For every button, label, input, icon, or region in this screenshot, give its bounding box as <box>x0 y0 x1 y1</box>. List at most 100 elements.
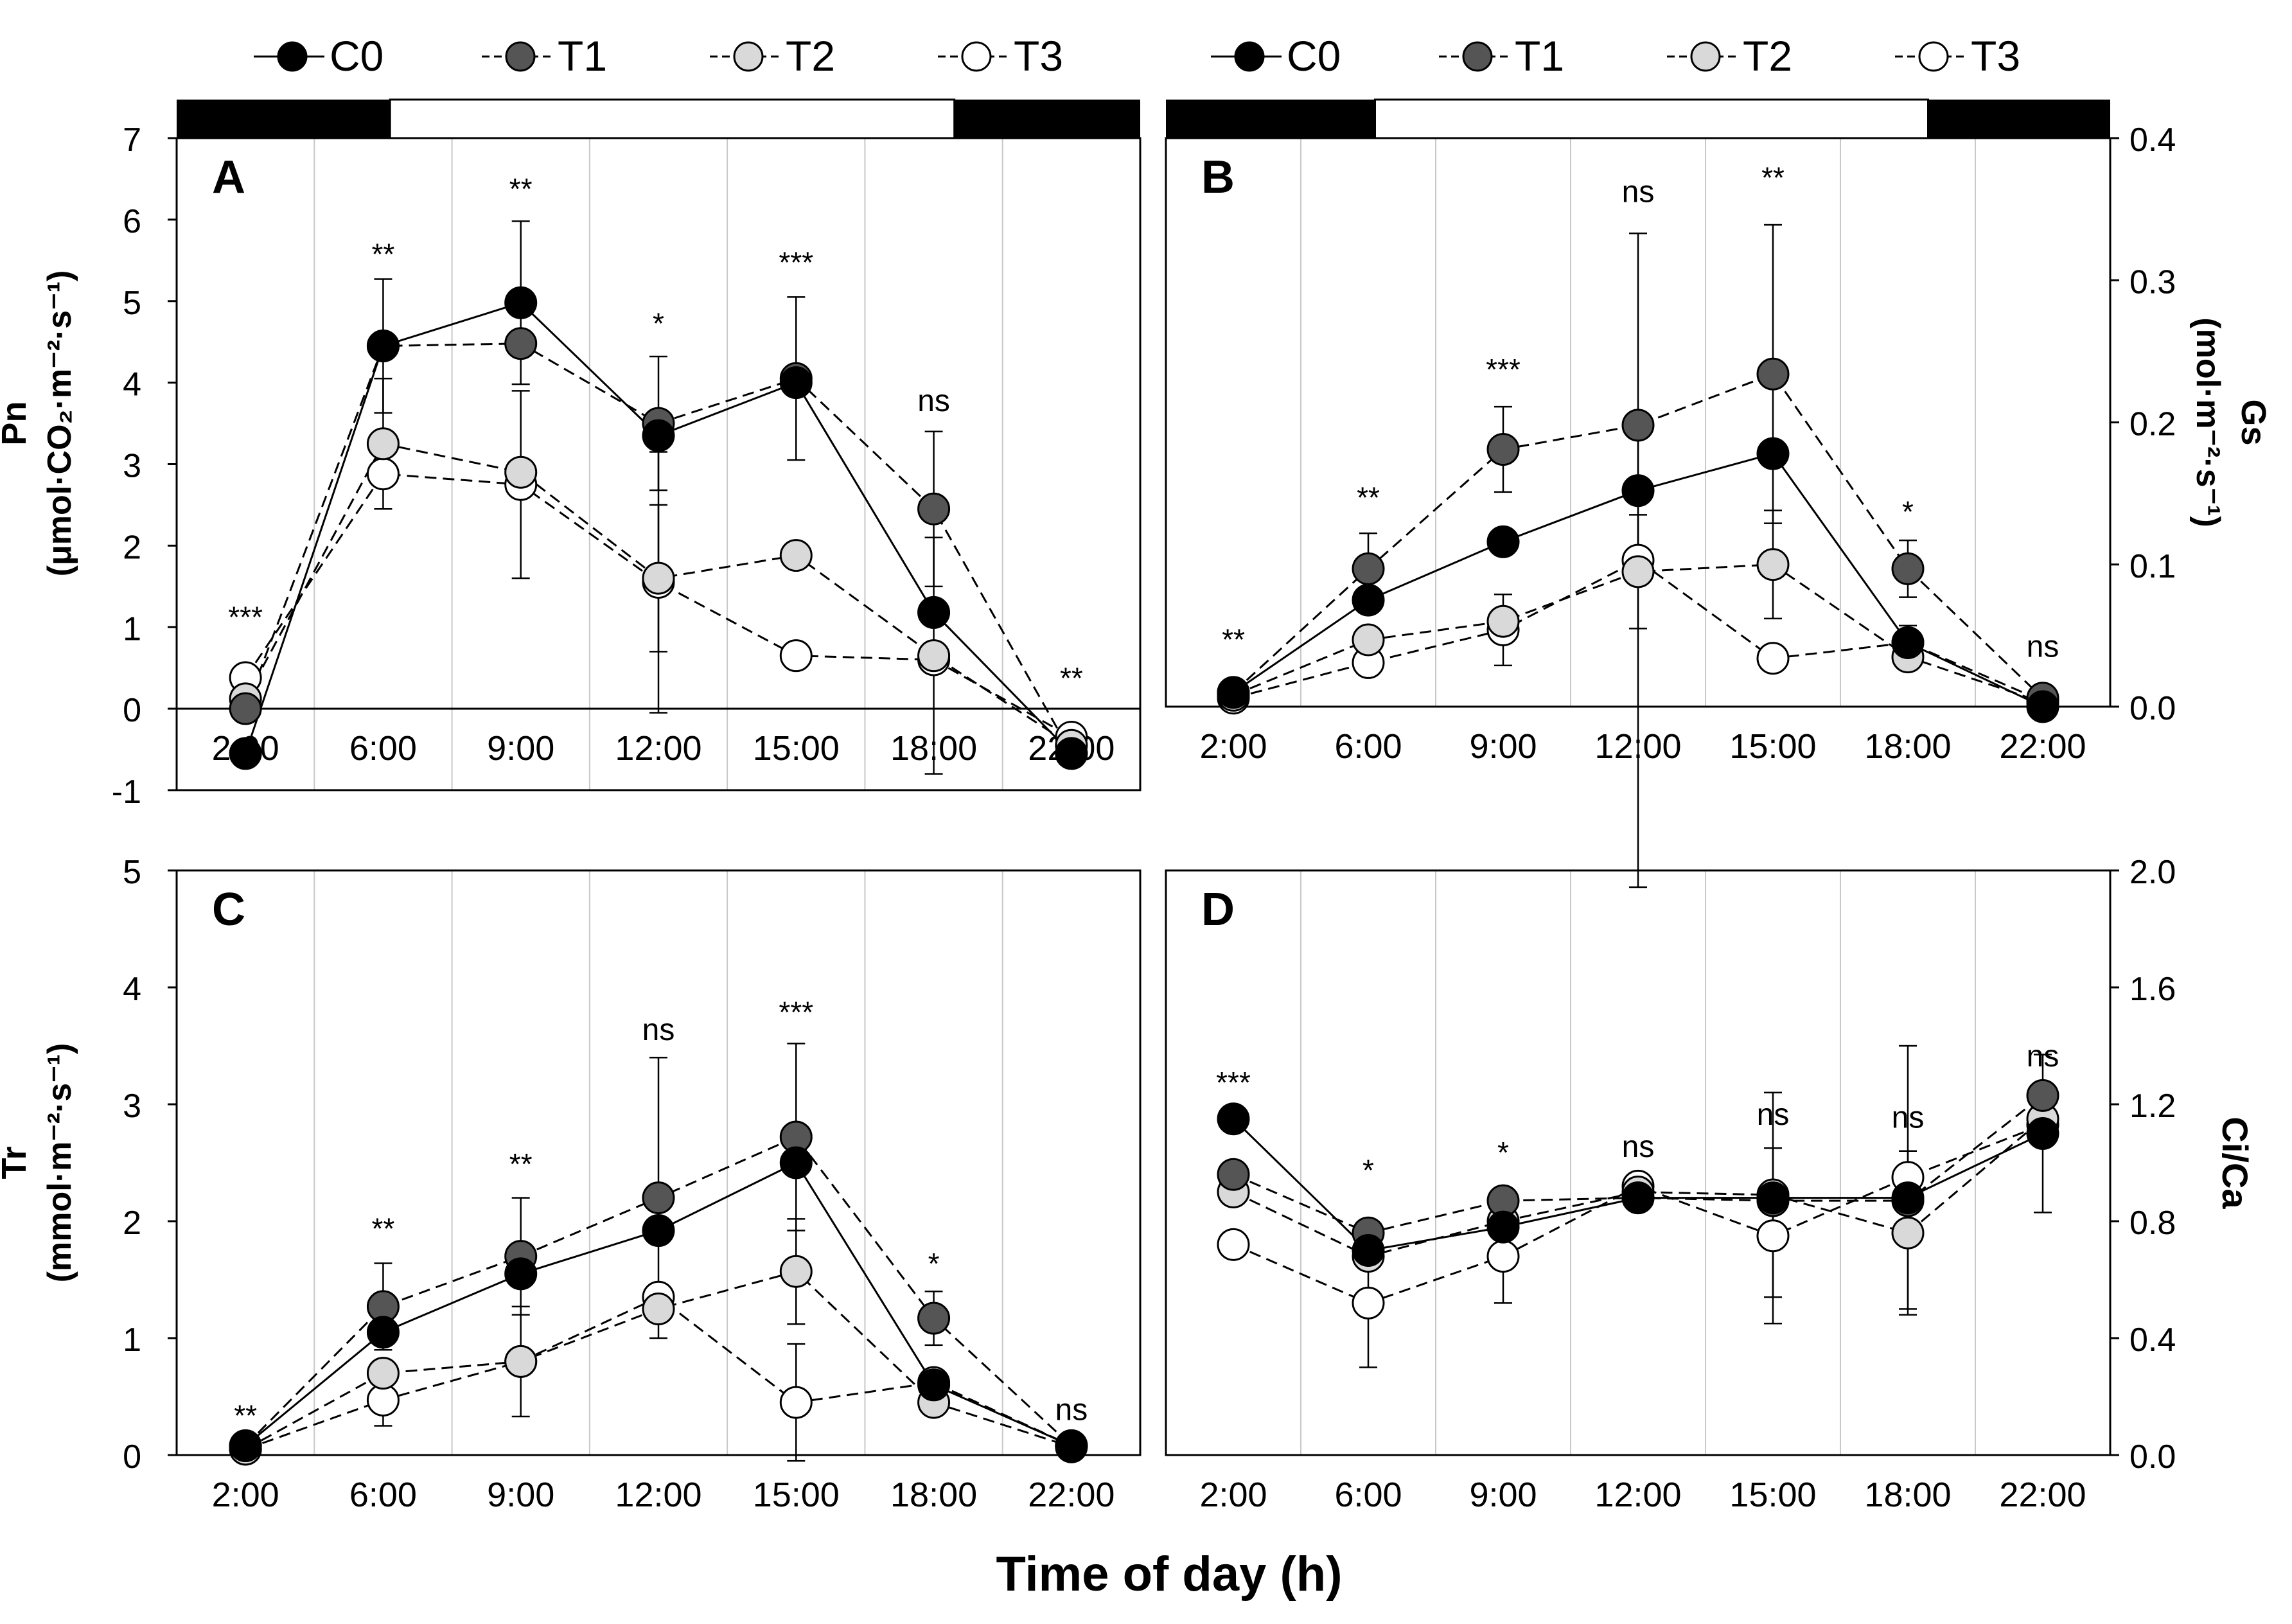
legend-entry-t2: T2 <box>1667 32 1792 80</box>
data-point-c0 <box>779 366 813 400</box>
data-point-t3 <box>1217 1228 1250 1261</box>
y-tick-label: 0 <box>123 692 141 729</box>
data-point-c0 <box>229 1429 262 1462</box>
x-tick-label: 22:00 <box>1999 1476 2086 1514</box>
dark-period-morning <box>1166 100 1375 138</box>
data-point-t2 <box>1486 605 1520 638</box>
legend-marker-c0 <box>277 41 308 72</box>
x-tick-label: 6:00 <box>1334 727 1402 766</box>
x-tick-label: 6:00 <box>349 1476 417 1514</box>
significance-label: ** <box>372 1212 395 1245</box>
legends: C0 T1 T2 T3 C0 T1 T2 T3 <box>254 32 2020 80</box>
legend-entry-c0: C0 <box>1211 32 1341 80</box>
x-tick-label: 18:00 <box>1864 727 1951 766</box>
legend-marker-t2 <box>733 41 764 72</box>
data-point-t1 <box>1891 552 1925 585</box>
significance-label: * <box>653 307 664 340</box>
y-axis-label: Pn (μmol·CO₂·m⁻²·s⁻¹) <box>0 270 78 577</box>
y-tick-label: 0.2 <box>2129 406 2176 443</box>
data-point-t2 <box>1756 548 1790 581</box>
photoperiod-bar <box>177 98 1140 139</box>
y-tick-label: 3 <box>123 448 141 485</box>
data-point-c0 <box>2026 690 2059 723</box>
y-axis-label-line2: (mmol·m⁻²·s⁻¹) <box>41 1043 78 1283</box>
y-tick-label: 0.4 <box>2129 121 2176 159</box>
x-tick-label: 18:00 <box>890 1476 977 1514</box>
data-point-t3 <box>1756 1219 1790 1253</box>
x-tick-label: 22:00 <box>1028 1476 1115 1514</box>
y-axis-label: Ci/Ca <box>2215 1116 2255 1209</box>
legend-marker-t3 <box>1918 41 1949 72</box>
data-point-c0 <box>366 330 400 363</box>
significance-label: ns <box>2027 1039 2059 1073</box>
panel-label: C <box>212 884 245 935</box>
data-point-c0 <box>1756 1181 1790 1215</box>
x-tick-label: 18:00 <box>1864 1476 1951 1514</box>
y-tick-label: 0.3 <box>2129 263 2176 301</box>
significance-label: ** <box>234 1399 257 1433</box>
shared-x-axis-label: Time of day (h) <box>996 1547 1342 1602</box>
data-point-c0 <box>1217 1102 1250 1136</box>
data-point-c0 <box>2026 1117 2059 1150</box>
significance-label: ** <box>1222 623 1245 657</box>
data-point-t1 <box>1756 357 1790 391</box>
legend-marker-t2 <box>1690 41 1721 72</box>
y-axis-label-line2: (μmol·CO₂·m⁻²·s⁻¹) <box>41 270 78 577</box>
y-tick-label: 0.1 <box>2129 548 2176 585</box>
legend-marker-t3 <box>961 41 992 72</box>
y-tick-label: 3 <box>123 1088 141 1125</box>
data-point-c0 <box>779 1146 813 1179</box>
dark-period-morning <box>177 100 391 138</box>
panel-label: A <box>212 152 245 203</box>
data-point-t2 <box>1891 1216 1925 1249</box>
data-point-c0 <box>366 1316 400 1349</box>
x-tick-label: 6:00 <box>1334 1476 1402 1514</box>
data-point-c0 <box>1891 626 1925 659</box>
x-tick-label: 9:00 <box>1469 727 1537 766</box>
legend-label-t3: T3 <box>1971 32 2020 80</box>
x-tick-label: 9:00 <box>487 729 554 768</box>
y-tick-label: 0.4 <box>2129 1321 2176 1359</box>
data-point-t2 <box>1352 623 1385 657</box>
legend-label-c0: C0 <box>330 32 383 80</box>
y-tick-label: -1 <box>112 773 141 811</box>
data-point-t2 <box>504 455 538 489</box>
light-period <box>1374 98 1929 139</box>
significance-label: *** <box>779 996 813 1029</box>
x-tick-label: 9:00 <box>1469 1476 1537 1514</box>
significance-label: ** <box>1761 161 1785 194</box>
significance-label: * <box>1902 495 1914 528</box>
legend-label-t1: T1 <box>558 32 607 80</box>
x-tick-label: 22:00 <box>1999 727 2086 766</box>
y-axis-label-line1: Gs <box>2234 399 2273 445</box>
data-point-t1 <box>1352 552 1385 585</box>
significance-label: ns <box>1055 1393 1088 1427</box>
significance-label: * <box>928 1247 940 1280</box>
data-point-c0 <box>1055 737 1088 770</box>
x-tick-label: 15:00 <box>753 729 840 768</box>
significance-label: ns <box>1757 1098 1790 1132</box>
data-point-c0 <box>1486 1210 1520 1244</box>
data-point-t2 <box>504 1345 538 1378</box>
data-point-t1 <box>2026 1079 2059 1112</box>
significance-label: *** <box>1216 1066 1251 1099</box>
panel-b: 0.0 0.1 0.2 0.3 0.4 Gs(mol·m⁻²·s⁻¹) 2:00 6:00 9:… <box>1165 98 2273 888</box>
legend-marker-c0 <box>1234 41 1265 72</box>
plot-frame <box>1165 869 2111 1456</box>
significance-label: ns <box>1892 1100 1925 1134</box>
legend-entry-c0: C0 <box>254 32 383 80</box>
significance-label: ns <box>2027 630 2059 664</box>
significance-label: * <box>1362 1153 1374 1187</box>
y-tick-label: 0 <box>123 1438 141 1476</box>
y-axis-label-line1: Pn <box>0 402 33 446</box>
significance-label: *** <box>1486 353 1521 386</box>
y-axis-label: Tr (mmol·m⁻²·s⁻¹) <box>0 1043 78 1283</box>
significance-label: ** <box>1060 661 1083 694</box>
x-tick-label: 2:00 <box>212 1476 279 1514</box>
significance-label: ns <box>642 1013 675 1047</box>
y-tick-label: 0.0 <box>2129 1438 2176 1476</box>
legend-marker-t1 <box>505 41 536 72</box>
x-tick-label: 2:00 <box>1199 1476 1267 1514</box>
data-point-c0 <box>1621 1181 1655 1215</box>
